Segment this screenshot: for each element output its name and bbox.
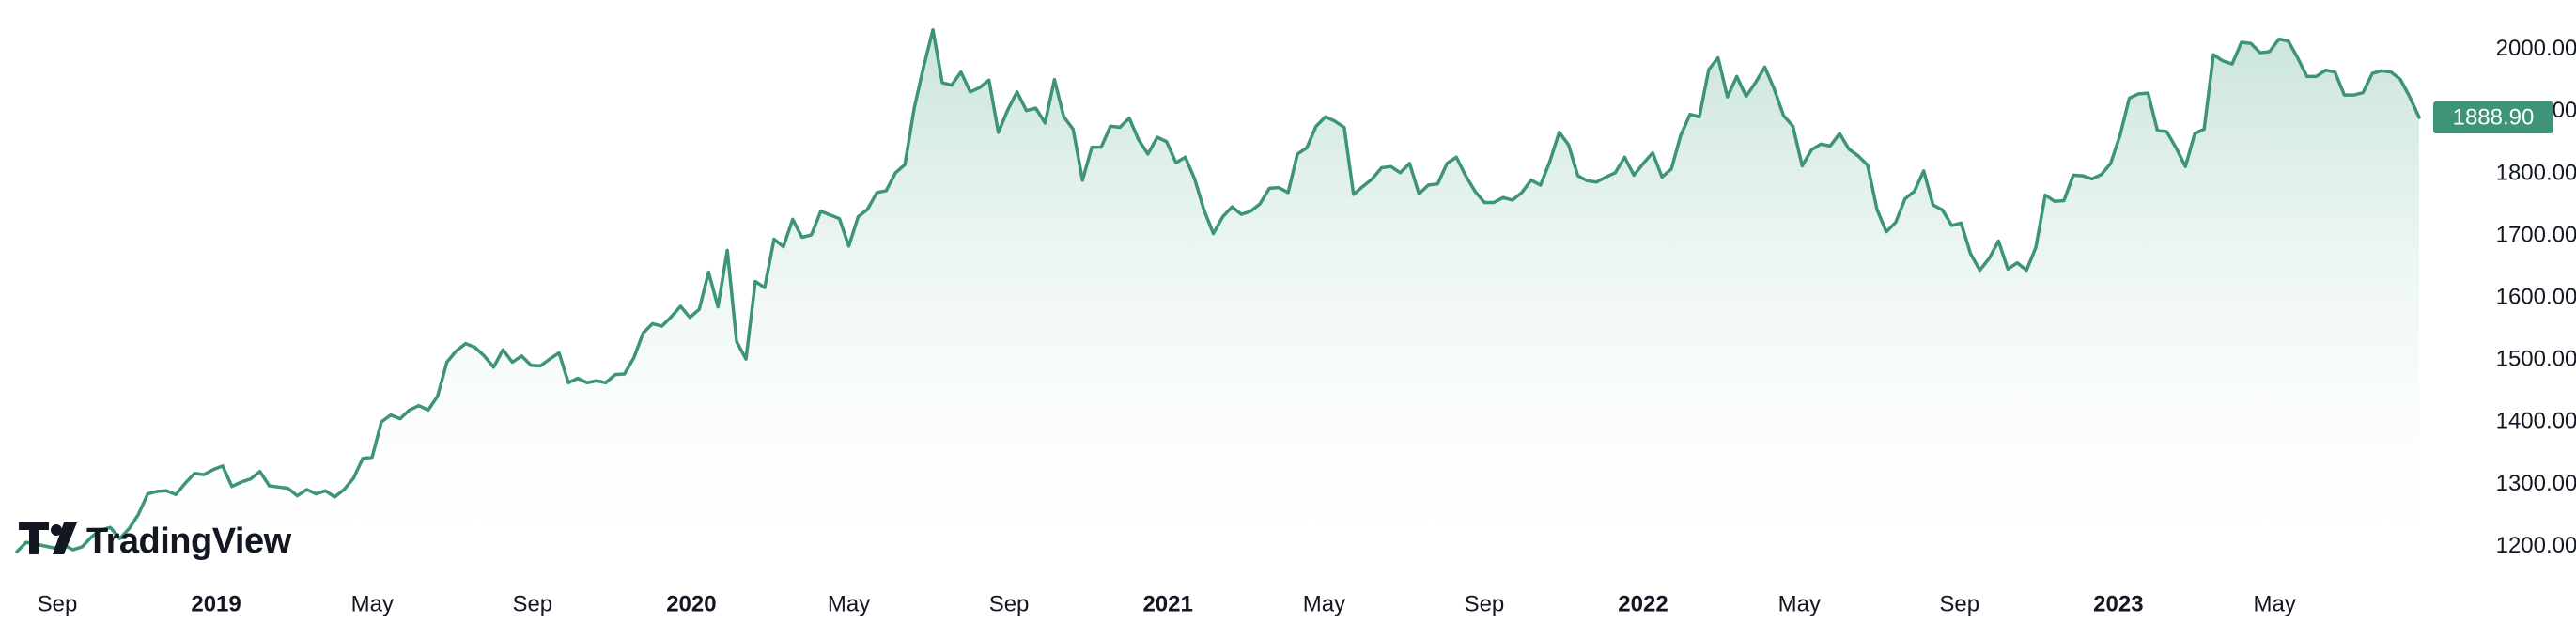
x-tick-label: May bbox=[828, 592, 870, 617]
x-tick-label: 2021 bbox=[1142, 592, 1192, 617]
x-tick-label: 2020 bbox=[666, 592, 716, 617]
tv-logo-icon bbox=[19, 522, 77, 554]
plot-area[interactable] bbox=[15, 27, 2421, 560]
y-tick-label: 1500.00 bbox=[2496, 347, 2576, 372]
x-tick-label: May bbox=[1303, 592, 1345, 617]
tradingview-wordmark: TradingView bbox=[86, 522, 292, 561]
last-price-marker: 1888.90 bbox=[2433, 101, 2553, 134]
y-tick-label: 1800.00 bbox=[2496, 160, 2576, 185]
x-tick-label: 2023 bbox=[2093, 592, 2143, 617]
x-tick-label: Sep bbox=[1465, 592, 1505, 617]
x-tick-label: May bbox=[2253, 592, 2295, 617]
x-tick-label: Sep bbox=[989, 592, 1030, 617]
last-price-label: 1888.90 bbox=[2453, 105, 2535, 131]
y-tick-label: 1200.00 bbox=[2496, 533, 2576, 558]
x-tick-label: Sep bbox=[38, 592, 78, 617]
y-tick-label: 2000.00 bbox=[2496, 36, 2576, 61]
x-tick-label: May bbox=[351, 592, 394, 617]
x-tick-label: Sep bbox=[512, 592, 552, 617]
x-tick-label: 2022 bbox=[1618, 592, 1668, 617]
y-tick-label: 1400.00 bbox=[2496, 409, 2576, 434]
tradingview-logo[interactable]: TradingView bbox=[19, 522, 292, 561]
y-tick-label: 1700.00 bbox=[2496, 222, 2576, 247]
price-area-fill bbox=[17, 29, 2419, 560]
y-tick-label: 1600.00 bbox=[2496, 285, 2576, 310]
x-tick-label: May bbox=[1778, 592, 1821, 617]
y-tick-label: 1300.00 bbox=[2496, 471, 2576, 496]
x-tick-label: 2019 bbox=[191, 592, 241, 617]
time-axis[interactable]: Sep 2019 May Sep 2020 May Sep 2021 May Sep 2022 May… bbox=[38, 592, 2296, 617]
price-line bbox=[15, 27, 2421, 553]
x-tick-label: Sep bbox=[1939, 592, 1979, 617]
last-price-box bbox=[2433, 101, 2553, 134]
